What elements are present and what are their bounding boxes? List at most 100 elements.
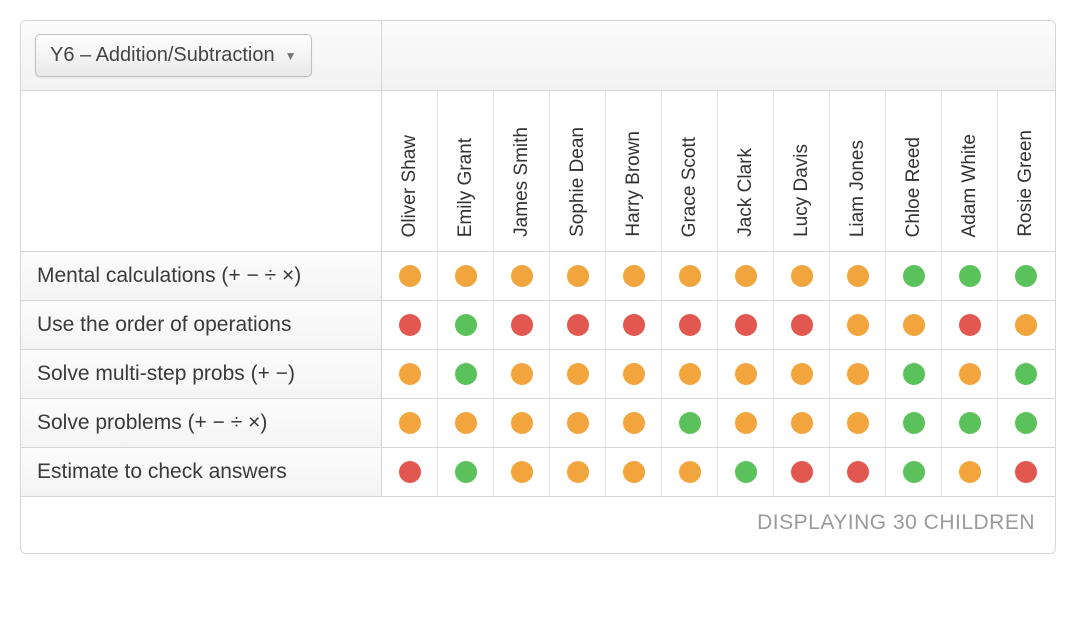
- status-cell[interactable]: [942, 448, 998, 496]
- status-cell[interactable]: [438, 448, 494, 496]
- status-cell[interactable]: [830, 399, 886, 447]
- status-cell[interactable]: [438, 301, 494, 349]
- status-dot: [1015, 461, 1037, 483]
- status-cell[interactable]: [998, 252, 1054, 300]
- objective-row: Solve problems (+ − ÷ ×): [21, 399, 1055, 448]
- status-cell[interactable]: [662, 350, 718, 398]
- status-cell[interactable]: [382, 448, 438, 496]
- status-cell[interactable]: [998, 448, 1054, 496]
- status-cell[interactable]: [494, 252, 550, 300]
- status-cell[interactable]: [718, 448, 774, 496]
- status-cell[interactable]: [774, 448, 830, 496]
- status-cell[interactable]: [606, 301, 662, 349]
- status-cell[interactable]: [662, 252, 718, 300]
- student-name: Emily Grant: [455, 138, 477, 237]
- status-cell[interactable]: [718, 252, 774, 300]
- status-cell[interactable]: [438, 350, 494, 398]
- status-dot: [1015, 265, 1037, 287]
- status-dot: [847, 363, 869, 385]
- objective-label: Solve problems (+ − ÷ ×): [21, 399, 382, 447]
- status-cell[interactable]: [606, 350, 662, 398]
- status-cell[interactable]: [830, 350, 886, 398]
- status-cell[interactable]: [998, 301, 1054, 349]
- status-cell[interactable]: [662, 448, 718, 496]
- status-cell[interactable]: [382, 301, 438, 349]
- status-dot: [455, 412, 477, 434]
- chevron-down-icon: ▼: [285, 49, 297, 63]
- status-dot: [959, 412, 981, 434]
- status-cell[interactable]: [606, 399, 662, 447]
- student-header-cell[interactable]: Oliver Shaw: [382, 91, 438, 251]
- status-cell[interactable]: [494, 448, 550, 496]
- status-cell[interactable]: [550, 252, 606, 300]
- status-cell[interactable]: [606, 448, 662, 496]
- status-cell[interactable]: [830, 252, 886, 300]
- toolbar-row: Y6 – Addition/Subtraction ▼: [21, 21, 1055, 91]
- status-cell[interactable]: [494, 350, 550, 398]
- status-cell[interactable]: [998, 399, 1054, 447]
- status-dot: [679, 363, 701, 385]
- status-dot: [847, 265, 869, 287]
- status-cell[interactable]: [382, 350, 438, 398]
- student-header-cell[interactable]: James Smith: [494, 91, 550, 251]
- status-cell[interactable]: [438, 252, 494, 300]
- status-cell[interactable]: [662, 399, 718, 447]
- status-dot: [847, 461, 869, 483]
- status-cell[interactable]: [550, 448, 606, 496]
- student-header-cell[interactable]: Rosie Green: [998, 91, 1054, 251]
- status-cell[interactable]: [886, 399, 942, 447]
- status-dot: [735, 461, 757, 483]
- status-cell[interactable]: [718, 301, 774, 349]
- dropdown-cell: Y6 – Addition/Subtraction ▼: [21, 21, 382, 90]
- student-header-cell[interactable]: Jack Clark: [718, 91, 774, 251]
- status-cell[interactable]: [382, 252, 438, 300]
- status-cell[interactable]: [942, 252, 998, 300]
- status-cell[interactable]: [774, 399, 830, 447]
- status-cell[interactable]: [606, 252, 662, 300]
- status-cell[interactable]: [886, 301, 942, 349]
- status-dot: [511, 265, 533, 287]
- status-cell[interactable]: [942, 301, 998, 349]
- status-cell[interactable]: [886, 252, 942, 300]
- status-dot: [679, 461, 701, 483]
- status-cell[interactable]: [830, 301, 886, 349]
- status-cell[interactable]: [774, 252, 830, 300]
- status-cell[interactable]: [830, 448, 886, 496]
- status-cell[interactable]: [774, 301, 830, 349]
- status-cell[interactable]: [494, 301, 550, 349]
- status-dot: [455, 461, 477, 483]
- status-cell[interactable]: [494, 399, 550, 447]
- status-cell[interactable]: [998, 350, 1054, 398]
- status-cell[interactable]: [718, 399, 774, 447]
- student-header-cell[interactable]: Liam Jones: [830, 91, 886, 251]
- student-header-row: Oliver Shaw Emily Grant James SmithSophie …: [21, 91, 1055, 252]
- status-cell[interactable]: [886, 350, 942, 398]
- status-cell[interactable]: [438, 399, 494, 447]
- status-cell[interactable]: [942, 399, 998, 447]
- student-header-cell[interactable]: Lucy Davis: [774, 91, 830, 251]
- student-name: Oliver Shaw: [399, 135, 421, 237]
- status-cell[interactable]: [774, 350, 830, 398]
- student-header-cell[interactable]: Grace Scott: [662, 91, 718, 251]
- student-header-cell[interactable]: Chloe Reed: [886, 91, 942, 251]
- status-dot: [399, 265, 421, 287]
- status-dot: [959, 363, 981, 385]
- status-cell[interactable]: [382, 399, 438, 447]
- student-header-cell[interactable]: Emily Grant: [438, 91, 494, 251]
- status-cell[interactable]: [550, 399, 606, 447]
- status-dot: [679, 265, 701, 287]
- topic-dropdown[interactable]: Y6 – Addition/Subtraction ▼: [35, 34, 312, 77]
- status-cell[interactable]: [886, 448, 942, 496]
- objective-row: Use the order of operations: [21, 301, 1055, 350]
- status-cell[interactable]: [550, 301, 606, 349]
- assessment-panel: Y6 – Addition/Subtraction ▼ Oliver Shaw E…: [20, 20, 1056, 554]
- student-header-cell[interactable]: Adam White: [942, 91, 998, 251]
- objective-cells: [382, 252, 1055, 300]
- status-cell[interactable]: [942, 350, 998, 398]
- status-cell[interactable]: [718, 350, 774, 398]
- status-cell[interactable]: [662, 301, 718, 349]
- student-header-cell[interactable]: Sophie Dean: [550, 91, 606, 251]
- student-header-cell[interactable]: Harry Brown: [606, 91, 662, 251]
- status-cell[interactable]: [550, 350, 606, 398]
- student-name: Jack Clark: [735, 148, 757, 237]
